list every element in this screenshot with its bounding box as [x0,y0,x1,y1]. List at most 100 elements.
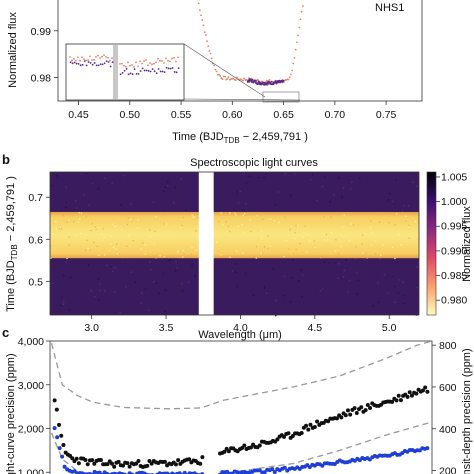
heatmap-noise-pixel [153,281,155,283]
heatmap-noise-pixel [290,194,292,197]
panel-c-data-point [74,456,79,461]
heatmap-noise-pixel [408,237,410,239]
heatmap-noise-pixel [350,181,353,184]
panel-c-data-point [200,455,205,460]
heatmap-noise-pixel [85,216,87,218]
inset-data-point [127,61,129,64]
panel-a-data-point [252,81,255,84]
inset-frame [65,43,185,101]
heatmap-noise-pixel [105,264,108,267]
inset-data-point [93,58,95,61]
inset-data-point [73,58,75,60]
heatmap-noise-pixel [338,263,340,265]
heatmap-data-gap [198,172,214,315]
heatmap-noise-pixel [126,223,128,226]
panel-a-data-point [256,83,259,86]
panel-c-data-point [98,457,103,462]
heatmap-noise-pixel [398,233,401,235]
heatmap-noise-pixel [369,226,372,228]
heatmap-noise-pixel [386,292,389,294]
heatmap-noise-pixel [283,294,285,297]
heatmap-noise-pixel [236,191,239,193]
panel-a-data-point [242,79,244,82]
heatmap-noise-pixel [153,242,155,245]
heatmap-noise-pixel [361,243,363,245]
heatmap-noise-pixel [394,224,396,226]
heatmap-noise-pixel [304,225,306,227]
heatmap-noise-pixel [180,282,183,285]
heatmap-noise-pixel [169,231,171,233]
panel-c-data-point [92,461,97,466]
panel-c-data-point [394,398,399,403]
heatmap-noise-pixel [248,175,251,178]
heatmap-noise-pixel [229,256,231,258]
heatmap-noise-pixel [392,275,395,278]
heatmap-noise-pixel [374,240,376,242]
panel-a-data-point [262,81,264,84]
heatmap-noise-pixel [337,252,340,255]
heatmap-noise-pixel [94,227,96,230]
panel-c-data-point [127,464,132,469]
panel-c-right-y-tick-label: 600 [439,382,457,394]
heatmap-noise-pixel [357,279,360,282]
inset-data-point [137,73,140,75]
inset-data-point [137,65,139,68]
heatmap-noise-pixel [239,190,242,193]
panel-a-x-tick-label: 0.50 [120,109,141,121]
heatmap-noise-pixel [163,256,165,258]
panel-a-x-ticks: 0.45 0.50 0.55 0.60 0.65 0.70 0.75 [68,101,396,121]
inset-data-point [97,54,99,57]
heatmap-noise-pixel [229,230,231,233]
heatmap-noise-pixel [293,173,296,175]
heatmap-noise-pixel [274,203,277,206]
heatmap-noise-pixel [264,287,266,289]
heatmap-noise-pixel [375,253,377,255]
panel-c-data-point [61,443,66,448]
heatmap-noise-pixel [307,233,309,235]
panel-c-data-point [55,435,60,440]
heatmap-noise-pixel [75,234,78,236]
inset-data-point [111,61,114,63]
inset-data-point [81,56,83,59]
inset-data-point [123,69,126,72]
heatmap-noise-pixel [260,252,263,255]
heatmap-noise-pixel [407,205,410,207]
inset-data-point [97,64,100,67]
panel-c-right-y-axis-label: Transit-depth precision (ppm) [461,348,473,474]
heatmap-noise-pixel [231,270,234,272]
heatmap-noise-pixel [366,257,368,259]
panel-c-data-point [59,433,64,438]
heatmap-noise-pixel [250,230,252,233]
heatmap-noise-pixel [255,257,257,259]
panel-a-x-axis-label: Time (BJDTDB − 2,459,791 ) [172,131,308,145]
heatmap-noise-pixel [112,246,115,248]
heatmap-noise-pixel [338,177,340,180]
panel-c-data-point [112,464,117,469]
heatmap-noise-pixel [260,230,263,232]
heatmap-noise-pixel [120,204,122,206]
panel-c-left-y-tick-label: 1,000 [18,467,44,474]
colorbar-tick-label: 0.980 [441,295,467,307]
panel-c-data-point [390,399,395,404]
heatmap-noise-pixel [97,278,100,280]
panel-c-data-point [312,425,317,430]
panel-c-data-point [396,393,401,398]
panel-a-data-point [288,76,291,78]
inset-data-point [129,64,131,67]
heatmap-noise-pixel [110,235,112,237]
heatmap-noise-pixel [234,212,236,214]
panel-a-data-point [218,73,220,76]
panel-c-data-point [272,470,277,474]
panel-c-left-y-tick-label: 3,000 [18,380,44,392]
inset-data-point [71,62,74,65]
panel-c-data-point [348,412,353,417]
heatmap-noise-pixel [383,273,386,276]
heatmap-noise-pixel [284,216,286,218]
heatmap-noise-pixel [237,202,240,204]
heatmap-noise-pixel [252,294,255,297]
panel-c-data-point [70,456,75,461]
panel-a-data-point [198,9,201,12]
panel-c-data-point [60,454,65,459]
heatmap-noise-pixel [261,252,264,254]
panel-c-data-point [326,419,331,424]
